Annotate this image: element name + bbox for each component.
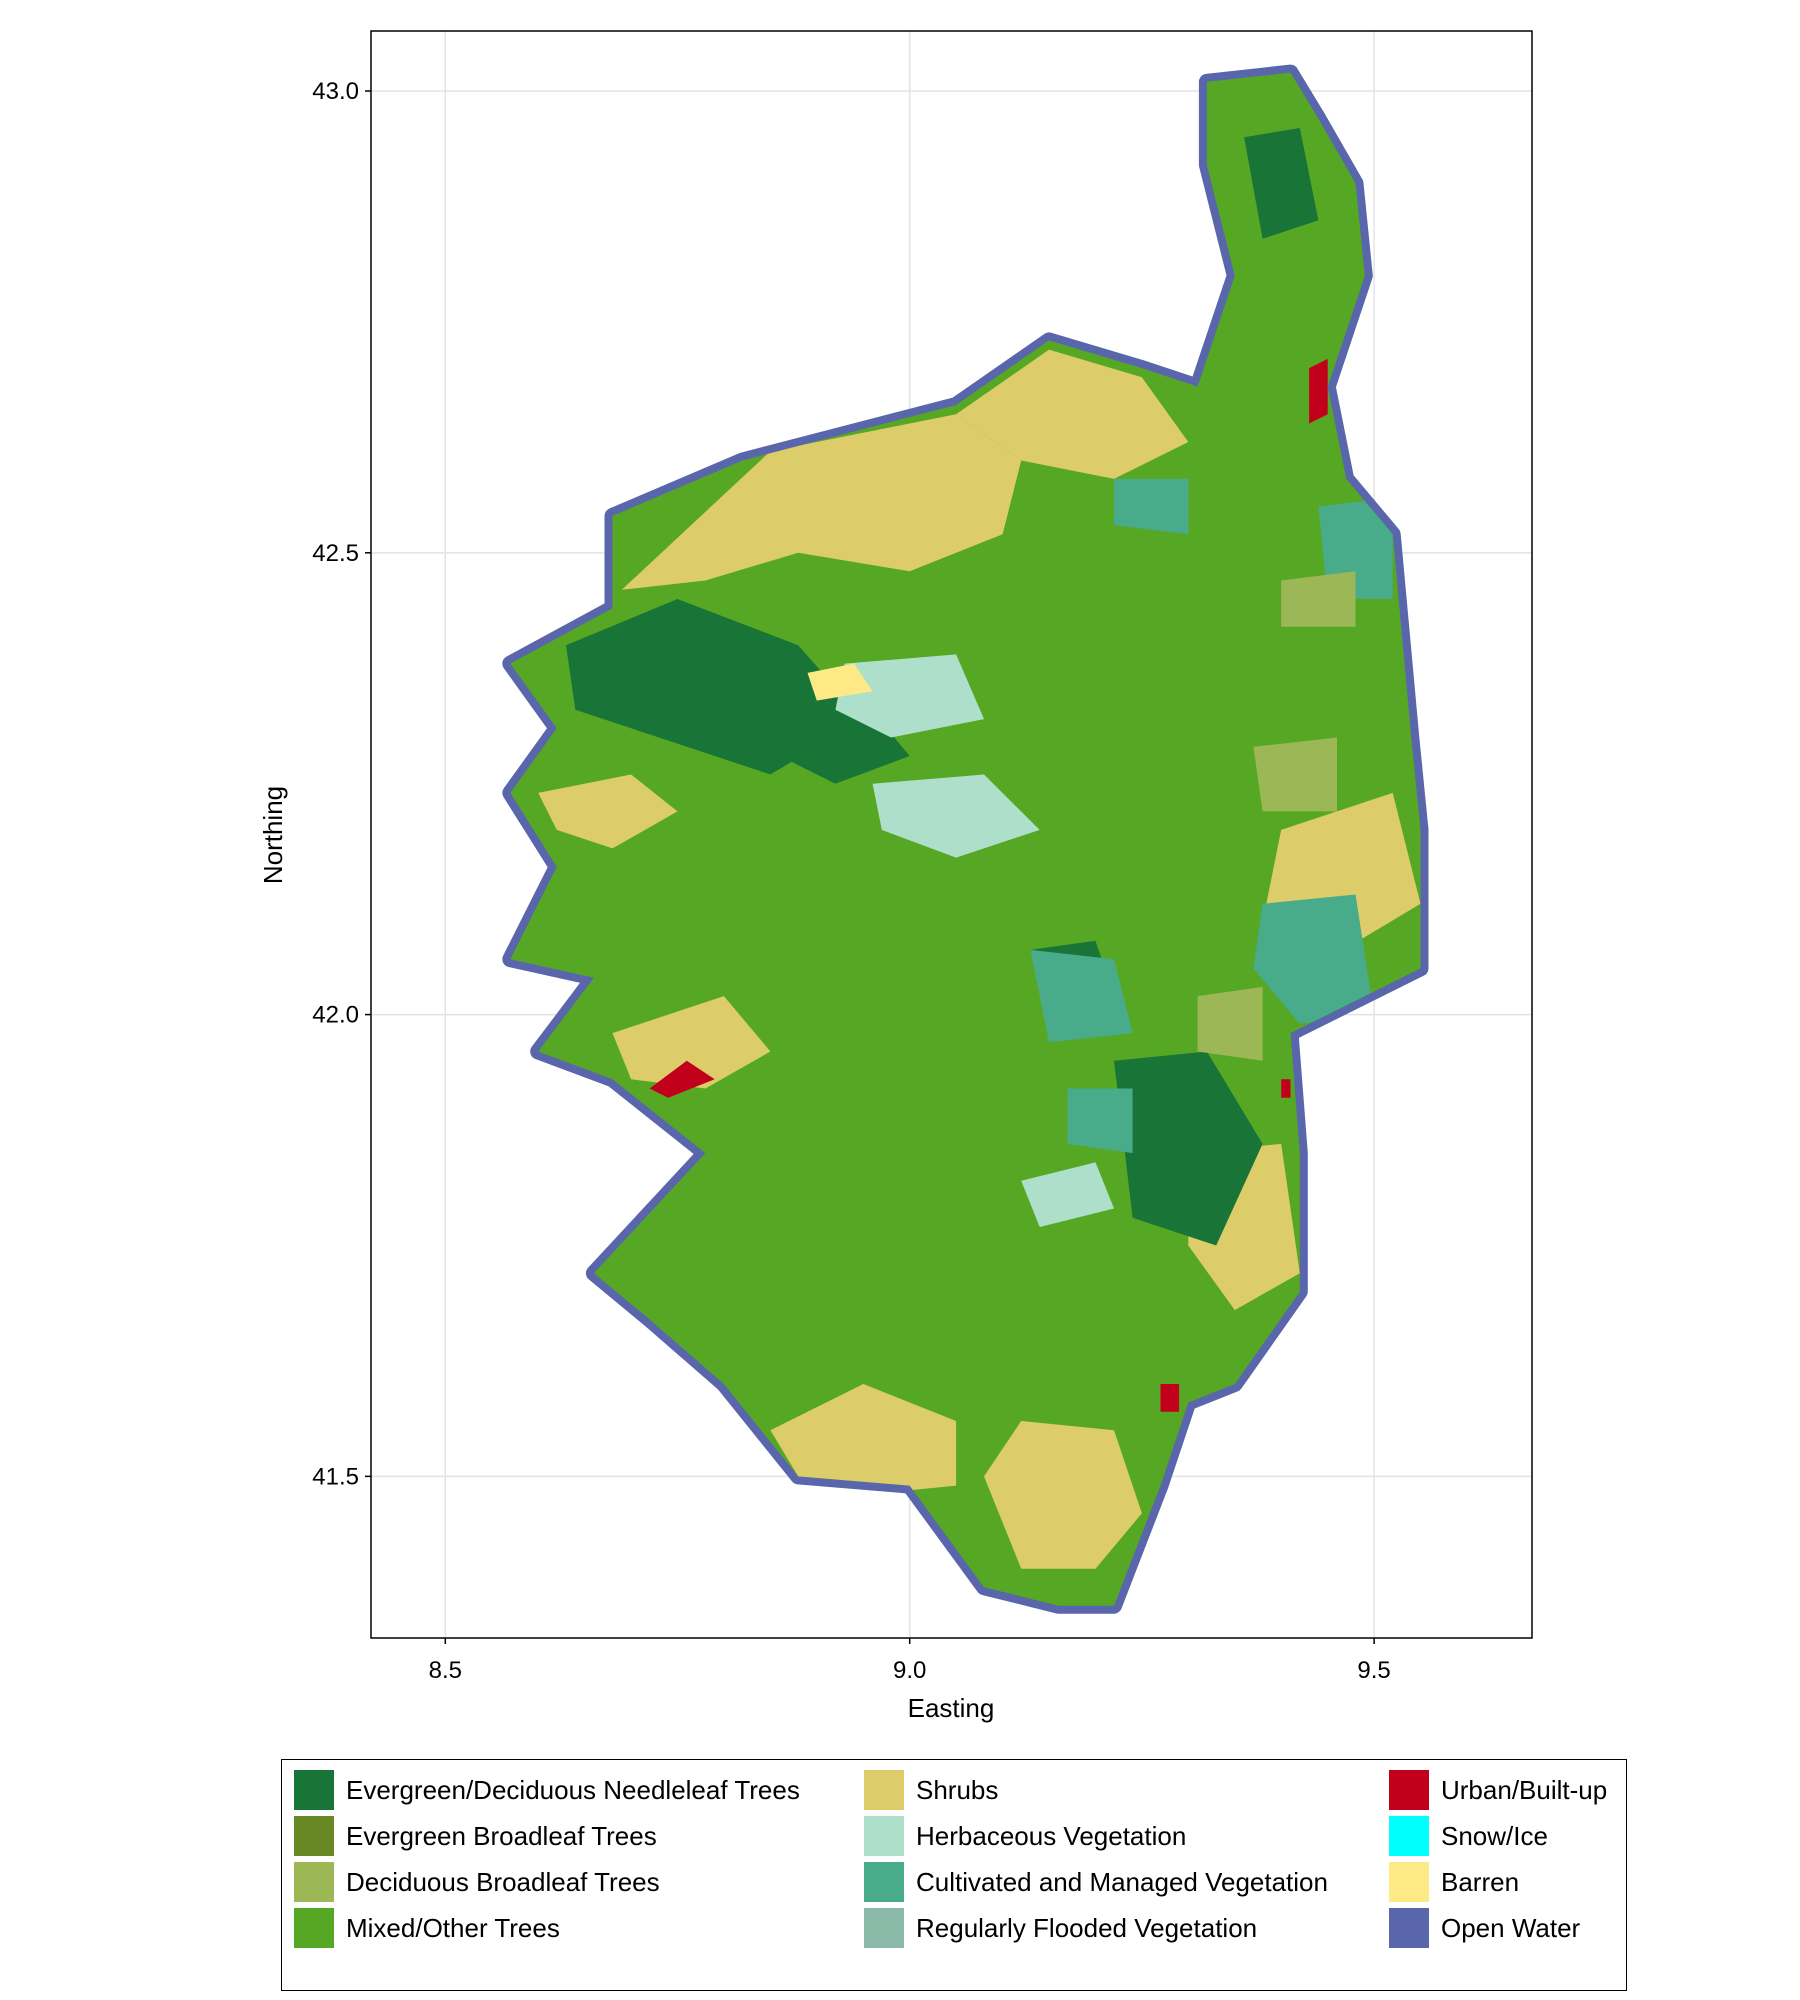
- region-deciduous-broadleaf-trees: [1253, 737, 1337, 812]
- legend-item: Mixed/Other Trees: [294, 1908, 854, 1948]
- legend-label: Herbaceous Vegetation: [916, 1820, 1187, 1851]
- legend-label: Evergreen Broadleaf Trees: [346, 1820, 657, 1851]
- legend-swatch: [1389, 1908, 1429, 1948]
- region-herbaceous-vegetation: [872, 774, 1040, 858]
- region-cultivated-and-managed-vegetation: [1030, 949, 1133, 1043]
- region-cultivated-and-managed-vegetation: [1253, 894, 1375, 1024]
- legend-label: Urban/Built-up: [1441, 1774, 1608, 1805]
- x-tick-label: 9.5: [1357, 1657, 1390, 1684]
- legend-swatch: [864, 1770, 904, 1810]
- x-tick-label: 9.0: [893, 1657, 926, 1684]
- legend-label: Snow/Ice: [1441, 1820, 1548, 1851]
- legend-label: Cultivated and Managed Vegetation: [916, 1866, 1328, 1897]
- legend-item: Shrubs: [864, 1770, 1379, 1810]
- map-layer: [502, 64, 1429, 1614]
- region-barren: [807, 663, 873, 701]
- legend-item: Herbaceous Vegetation: [864, 1816, 1379, 1856]
- legend-item: Regularly Flooded Vegetation: [864, 1908, 1379, 1948]
- legend-label: Mixed/Other Trees: [346, 1912, 560, 1943]
- legend-swatch: [1389, 1770, 1429, 1810]
- region-urban-built-up: [1309, 358, 1328, 424]
- region-shrubs: [770, 1384, 957, 1495]
- x-tick-label: 8.5: [429, 1657, 462, 1684]
- axis-ticks: 8.5 9.0 9.5 41.5 42.0 42.5 43.0: [312, 78, 1391, 1684]
- legend-item: Barren: [1389, 1862, 1619, 1902]
- legend-label: Evergreen/Deciduous Needleleaf Trees: [346, 1774, 800, 1805]
- region-shrubs: [984, 1421, 1142, 1569]
- region-herbaceous-vegetation: [1021, 1162, 1114, 1227]
- y-tick-label: 42.5: [312, 540, 359, 567]
- legend-label: Shrubs: [916, 1774, 999, 1805]
- region-urban-built-up: [649, 1060, 715, 1098]
- region-cultivated-and-managed-vegetation: [1067, 1088, 1133, 1154]
- legend-label: Barren: [1441, 1866, 1520, 1897]
- legend-swatch: [294, 1770, 334, 1810]
- region-urban-built-up: [1160, 1384, 1180, 1412]
- legend-swatch: [294, 1908, 334, 1948]
- legend-swatch: [864, 1862, 904, 1902]
- region-urban-built-up: [1281, 1079, 1291, 1098]
- legend-item: Open Water: [1389, 1908, 1619, 1948]
- region-herbaceous-vegetation: [835, 654, 984, 738]
- legend-item: Evergreen Broadleaf Trees: [294, 1816, 854, 1856]
- region-cultivated-and-managed-vegetation: [1114, 478, 1189, 535]
- legend-item: Urban/Built-up: [1389, 1770, 1619, 1810]
- legend-swatch: [1389, 1862, 1429, 1902]
- region-evergreen-deciduous-needleleaf-trees: [1114, 1051, 1263, 1246]
- legend-item: Cultivated and Managed Vegetation: [864, 1862, 1379, 1902]
- legend: Evergreen/Deciduous Needleleaf Trees Ever…: [281, 1759, 1627, 1991]
- y-tick-label: 43.0: [312, 78, 359, 105]
- y-tick-label: 42.0: [312, 1002, 359, 1029]
- region-deciduous-broadleaf-trees: [1197, 986, 1263, 1061]
- region-shrubs: [956, 349, 1189, 479]
- legend-swatch: [1389, 1816, 1429, 1856]
- region-shrubs: [621, 414, 1022, 590]
- legend-item: Snow/Ice: [1389, 1816, 1619, 1856]
- region-shrubs: [612, 996, 771, 1089]
- plot-frame: [370, 30, 1533, 1639]
- legend-label: Regularly Flooded Vegetation: [916, 1912, 1258, 1943]
- region-deciduous-broadleaf-trees: [1281, 571, 1356, 627]
- legend-swatch: [864, 1908, 904, 1948]
- region-shrubs: [538, 774, 678, 849]
- legend-label: Open Water: [1441, 1912, 1581, 1943]
- legend-swatch: [864, 1816, 904, 1856]
- legend-label: Deciduous Broadleaf Trees: [346, 1866, 660, 1897]
- legend-swatch: [294, 1862, 334, 1902]
- y-tick-label: 41.5: [312, 1463, 359, 1490]
- legend-swatch: [294, 1816, 334, 1856]
- legend-item: Evergreen/Deciduous Needleleaf Trees: [294, 1770, 854, 1810]
- x-axis-label: Easting: [908, 1693, 995, 1723]
- y-axis-label: Northing: [258, 786, 288, 884]
- region-evergreen-deciduous-needleleaf-trees: [1244, 128, 1319, 239]
- legend-item: Deciduous Broadleaf Trees: [294, 1862, 854, 1902]
